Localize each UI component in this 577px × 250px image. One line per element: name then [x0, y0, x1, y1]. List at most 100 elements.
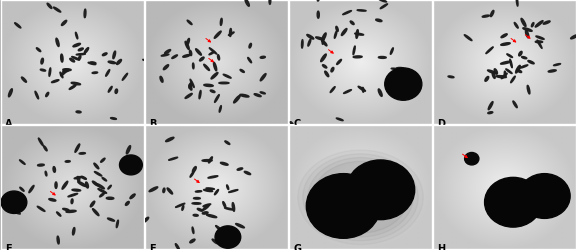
Ellipse shape — [504, 72, 506, 78]
Ellipse shape — [107, 218, 114, 221]
Ellipse shape — [316, 38, 324, 41]
Ellipse shape — [143, 218, 149, 222]
Ellipse shape — [63, 208, 69, 211]
Ellipse shape — [520, 66, 528, 69]
Ellipse shape — [448, 76, 454, 78]
Ellipse shape — [55, 182, 57, 189]
Ellipse shape — [215, 95, 219, 103]
Ellipse shape — [189, 51, 192, 57]
Ellipse shape — [264, 30, 269, 35]
Ellipse shape — [187, 21, 192, 25]
Ellipse shape — [115, 90, 118, 94]
Ellipse shape — [122, 74, 128, 81]
Ellipse shape — [163, 188, 165, 193]
Ellipse shape — [543, 22, 550, 25]
Ellipse shape — [172, 56, 178, 59]
Ellipse shape — [92, 181, 98, 186]
Ellipse shape — [160, 77, 163, 83]
Ellipse shape — [51, 80, 59, 83]
Ellipse shape — [501, 44, 510, 46]
Circle shape — [346, 160, 415, 220]
Ellipse shape — [350, 22, 354, 26]
Ellipse shape — [379, 0, 387, 3]
Ellipse shape — [214, 32, 221, 39]
Ellipse shape — [216, 226, 223, 232]
Ellipse shape — [65, 161, 70, 162]
Ellipse shape — [535, 22, 543, 28]
Ellipse shape — [213, 63, 217, 72]
Ellipse shape — [249, 44, 252, 49]
Text: D: D — [437, 118, 445, 128]
Ellipse shape — [96, 184, 104, 189]
Ellipse shape — [36, 48, 41, 52]
Ellipse shape — [313, 162, 408, 233]
Ellipse shape — [190, 239, 195, 243]
Ellipse shape — [507, 55, 512, 58]
Ellipse shape — [240, 70, 244, 73]
Ellipse shape — [303, 154, 418, 241]
Ellipse shape — [353, 57, 362, 58]
Ellipse shape — [215, 190, 219, 195]
Ellipse shape — [331, 68, 334, 73]
Ellipse shape — [72, 57, 80, 61]
Ellipse shape — [548, 70, 556, 73]
Ellipse shape — [14, 24, 21, 29]
Ellipse shape — [203, 212, 208, 214]
Ellipse shape — [189, 86, 192, 91]
Ellipse shape — [192, 167, 196, 173]
Ellipse shape — [336, 60, 342, 65]
Ellipse shape — [186, 39, 189, 46]
Ellipse shape — [204, 65, 209, 71]
Ellipse shape — [422, 31, 428, 35]
Ellipse shape — [167, 188, 173, 194]
Ellipse shape — [84, 129, 89, 132]
Ellipse shape — [240, 95, 249, 98]
Ellipse shape — [234, 96, 240, 104]
Ellipse shape — [193, 214, 198, 216]
Text: G: G — [294, 243, 302, 250]
Ellipse shape — [185, 94, 192, 99]
Ellipse shape — [356, 30, 358, 39]
Ellipse shape — [227, 185, 228, 190]
Circle shape — [215, 226, 241, 248]
Ellipse shape — [69, 86, 76, 90]
Ellipse shape — [98, 189, 107, 194]
Ellipse shape — [464, 36, 472, 42]
Ellipse shape — [204, 85, 213, 87]
Ellipse shape — [193, 64, 194, 70]
Ellipse shape — [321, 55, 326, 62]
Ellipse shape — [317, 0, 320, 2]
Ellipse shape — [228, 33, 234, 36]
Circle shape — [119, 155, 143, 175]
Text: C: C — [294, 118, 301, 128]
Ellipse shape — [46, 93, 48, 97]
Ellipse shape — [76, 54, 85, 56]
Ellipse shape — [485, 77, 489, 82]
Ellipse shape — [302, 40, 303, 49]
Ellipse shape — [523, 29, 532, 32]
Ellipse shape — [336, 27, 338, 32]
Ellipse shape — [203, 205, 209, 210]
Text: A: A — [5, 118, 13, 128]
Ellipse shape — [521, 19, 526, 28]
Ellipse shape — [203, 204, 211, 207]
Ellipse shape — [334, 32, 337, 39]
Circle shape — [464, 153, 479, 165]
Ellipse shape — [233, 111, 236, 120]
Ellipse shape — [223, 202, 226, 208]
Ellipse shape — [537, 41, 542, 49]
Ellipse shape — [208, 176, 218, 178]
Ellipse shape — [40, 70, 46, 72]
Ellipse shape — [21, 78, 27, 83]
Ellipse shape — [202, 160, 212, 162]
Ellipse shape — [225, 141, 230, 145]
Ellipse shape — [128, 115, 134, 120]
Ellipse shape — [94, 164, 99, 169]
Ellipse shape — [190, 172, 194, 178]
Ellipse shape — [62, 182, 68, 190]
Ellipse shape — [211, 73, 218, 80]
Ellipse shape — [164, 50, 171, 54]
Ellipse shape — [161, 55, 169, 57]
Ellipse shape — [553, 64, 560, 66]
Circle shape — [306, 174, 380, 238]
